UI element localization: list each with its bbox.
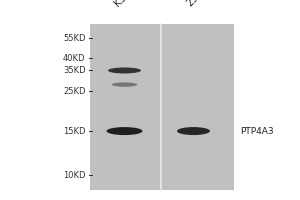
Text: 15KD: 15KD	[63, 127, 86, 136]
Text: 35KD: 35KD	[63, 66, 86, 75]
Ellipse shape	[112, 82, 137, 87]
Text: 55KD: 55KD	[63, 34, 86, 43]
Text: K562: K562	[112, 0, 137, 8]
Text: 10KD: 10KD	[63, 171, 86, 180]
FancyBboxPatch shape	[90, 24, 234, 190]
Text: PTP4A3: PTP4A3	[240, 127, 274, 136]
Text: 293T: 293T	[184, 0, 209, 8]
Text: 25KD: 25KD	[63, 87, 86, 96]
Ellipse shape	[108, 67, 141, 73]
Ellipse shape	[106, 127, 142, 135]
Text: 40KD: 40KD	[63, 54, 86, 63]
Ellipse shape	[177, 127, 210, 135]
